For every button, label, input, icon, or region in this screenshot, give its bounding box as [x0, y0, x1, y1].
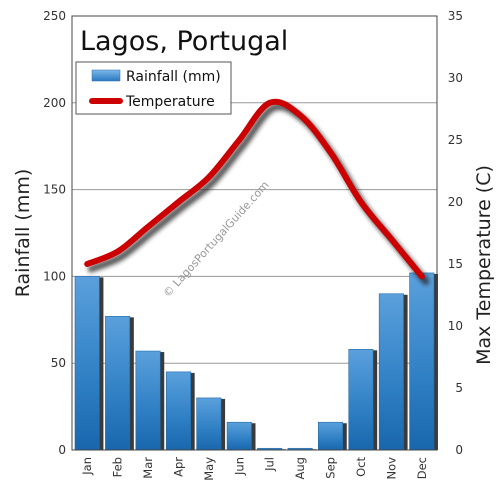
rainfall-bar: [378, 293, 404, 451]
x-category-label: May: [202, 457, 216, 481]
y-right-tick-label: 10: [448, 319, 463, 333]
tick-labels: 0 50 100 150 200 250 0 5 10 15 20 25 30 35 Jan Feb Mar Ap…: [43, 9, 463, 481]
x-category-label: Oct: [354, 457, 368, 477]
y-left-tick-label: 100: [43, 269, 66, 283]
y-right-tick-label: 5: [455, 381, 463, 395]
watermark: © LagosPortugalGuide.com: [161, 179, 272, 300]
legend-temperature-label: Temperature: [125, 94, 215, 110]
rainfall-bar: [226, 421, 252, 451]
legend-rainfall-swatch: [91, 69, 121, 82]
rainfall-bar: [105, 316, 131, 451]
x-category-label: Apr: [171, 457, 185, 477]
x-category-label: Feb: [111, 457, 125, 477]
rainfall-bar: [318, 421, 344, 451]
x-category-label: Jul: [263, 457, 277, 472]
rainfall-bar: [165, 371, 191, 451]
x-category-label: Jan: [80, 457, 94, 476]
y-axis-right-title: Max Temperature (C): [473, 165, 495, 365]
x-category-label: Aug: [293, 457, 307, 479]
rainfall-bar: [409, 272, 435, 451]
y-left-tick-label: 0: [58, 443, 66, 457]
x-category-label: Nov: [384, 457, 398, 480]
rainfall-bar: [196, 397, 222, 451]
axes: [71, 15, 438, 451]
rainfall-bar: [348, 349, 374, 451]
x-category-label: Sep: [324, 457, 338, 479]
y-right-tick-label: 35: [448, 9, 463, 23]
y-axis-left-title: Rainfall (mm): [12, 169, 34, 298]
x-category-label: Mar: [141, 457, 155, 479]
legend-rainfall-label: Rainfall (mm): [126, 69, 221, 85]
y-right-tick-label: 15: [448, 257, 463, 271]
legend: Rainfall (mm) Temperature: [75, 61, 232, 115]
y-left-tick-label: 50: [51, 356, 66, 370]
rainfall-bars: [74, 272, 438, 451]
rainfall-bar: [74, 276, 100, 451]
x-category-label: Dec: [415, 457, 429, 479]
y-right-tick-label: 0: [455, 443, 463, 457]
y-left-tick-label: 150: [43, 183, 66, 197]
x-category-label: Jun: [232, 457, 246, 476]
plot-frame: [71, 15, 438, 451]
y-right-tick-label: 25: [448, 133, 463, 147]
y-right-tick-label: 20: [448, 195, 463, 209]
temperature-line-group: [84, 98, 430, 285]
y-left-tick-label: 250: [43, 9, 66, 23]
temperature-line: [84, 98, 425, 280]
chart-title: Lagos, Portugal: [80, 26, 288, 57]
y-right-tick-label: 30: [448, 71, 463, 85]
y-left-tick-label: 200: [43, 96, 66, 110]
rainfall-bar: [135, 350, 161, 451]
